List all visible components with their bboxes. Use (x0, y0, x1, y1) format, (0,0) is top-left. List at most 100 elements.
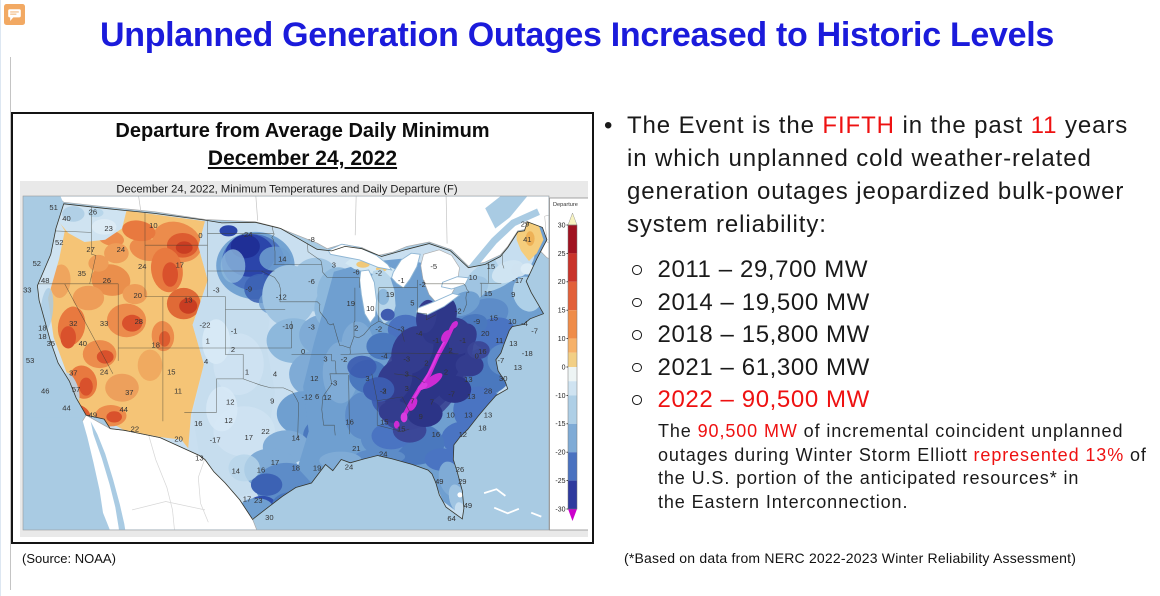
svg-text:18: 18 (292, 464, 300, 473)
svg-text:-3: -3 (213, 285, 220, 294)
svg-text:20: 20 (174, 435, 182, 444)
svg-text:9: 9 (419, 412, 423, 421)
svg-text:7: 7 (410, 396, 414, 405)
svg-text:16: 16 (478, 347, 486, 356)
svg-text:40: 40 (79, 339, 87, 348)
svg-text:3: 3 (405, 384, 409, 393)
svg-text:13: 13 (195, 454, 203, 463)
svg-text:2: 2 (424, 358, 428, 367)
svg-text:-1: -1 (459, 336, 466, 345)
svg-text:-2: -2 (455, 307, 462, 316)
svg-text:15: 15 (167, 367, 175, 376)
svg-text:13: 13 (514, 363, 522, 372)
svg-text:18: 18 (478, 423, 486, 432)
svg-text:3: 3 (332, 261, 336, 270)
svg-text:24: 24 (138, 262, 146, 271)
svg-text:-2: -2 (375, 325, 382, 334)
svg-text:26: 26 (89, 208, 97, 217)
svg-text:-9: -9 (245, 284, 252, 293)
svg-text:24: 24 (117, 245, 125, 254)
svg-text:-3: -3 (331, 379, 338, 388)
svg-text:52: 52 (33, 259, 41, 268)
svg-text:16: 16 (345, 418, 353, 427)
svg-text:10: 10 (508, 317, 516, 326)
svg-text:-2: -2 (341, 355, 348, 364)
svg-text:11: 11 (495, 336, 503, 345)
svg-text:-1: -1 (433, 336, 440, 345)
svg-text:18: 18 (38, 332, 46, 341)
svg-text:13: 13 (484, 410, 492, 419)
svg-text:19: 19 (346, 299, 354, 308)
svg-text:6: 6 (315, 392, 319, 401)
svg-text:40: 40 (62, 214, 70, 223)
svg-text:-5: -5 (430, 262, 437, 271)
svg-text:35: 35 (77, 269, 85, 278)
svg-text:0: 0 (562, 364, 566, 371)
svg-text:-17: -17 (512, 276, 523, 285)
svg-text:2: 2 (354, 324, 358, 333)
svg-text:-12: -12 (302, 393, 313, 402)
svg-text:7: 7 (430, 398, 434, 407)
svg-text:14: 14 (292, 433, 300, 442)
svg-text:-17: -17 (210, 436, 221, 445)
svg-text:2: 2 (444, 367, 448, 376)
svg-text:18: 18 (151, 340, 159, 349)
svg-text:-24: -24 (242, 230, 253, 239)
svg-text:15: 15 (487, 262, 495, 271)
svg-text:20: 20 (133, 291, 141, 300)
svg-text:2: 2 (231, 345, 235, 354)
svg-text:-20: -20 (555, 450, 565, 457)
svg-text:15: 15 (489, 313, 497, 322)
svg-text:26: 26 (456, 465, 464, 474)
svg-text:12: 12 (459, 430, 467, 439)
svg-text:27: 27 (86, 245, 94, 254)
svg-text:-10: -10 (555, 393, 565, 400)
svg-text:-3: -3 (308, 322, 315, 331)
svg-text:15: 15 (558, 308, 566, 315)
svg-text:12: 12 (226, 398, 234, 407)
svg-text:24: 24 (345, 463, 353, 472)
svg-text:13: 13 (467, 392, 475, 401)
svg-text:13: 13 (184, 296, 192, 305)
svg-text:9: 9 (511, 290, 515, 299)
svg-text:-9: -9 (473, 317, 480, 326)
svg-text:17: 17 (271, 458, 279, 467)
svg-text:-10: -10 (282, 322, 293, 331)
svg-text:-2: -2 (419, 280, 426, 289)
svg-text:35: 35 (47, 339, 55, 348)
svg-text:23: 23 (254, 496, 262, 505)
svg-text:-4: -4 (381, 352, 388, 361)
svg-text:17: 17 (244, 433, 252, 442)
svg-text:26: 26 (103, 276, 111, 285)
svg-text:12: 12 (224, 416, 232, 425)
svg-text:3: 3 (382, 386, 386, 395)
svg-text:-12: -12 (276, 293, 287, 302)
svg-text:-1: -1 (398, 276, 405, 285)
svg-text:33: 33 (100, 319, 108, 328)
svg-text:-7: -7 (498, 356, 505, 365)
svg-text:-8: -8 (308, 235, 315, 244)
svg-text:10: 10 (366, 304, 374, 313)
svg-text:0: 0 (475, 352, 479, 361)
svg-text:37: 37 (69, 368, 77, 377)
svg-text:3: 3 (365, 374, 369, 383)
svg-text:19: 19 (313, 464, 321, 473)
svg-text:15: 15 (484, 289, 492, 298)
svg-text:17: 17 (243, 495, 251, 504)
svg-text:10: 10 (149, 221, 157, 230)
svg-text:5: 5 (410, 298, 414, 307)
svg-text:9: 9 (270, 396, 274, 405)
svg-text:44: 44 (119, 405, 127, 414)
svg-text:44: 44 (62, 404, 70, 413)
svg-text:14: 14 (278, 255, 286, 264)
svg-text:10: 10 (558, 336, 566, 343)
svg-text:53: 53 (26, 356, 34, 365)
svg-text:-15: -15 (555, 421, 565, 428)
svg-text:57: 57 (72, 385, 80, 394)
svg-text:-3: -3 (398, 325, 405, 334)
svg-text:-30: -30 (555, 506, 565, 513)
svg-text:-2: -2 (380, 386, 387, 395)
svg-text:-7: -7 (448, 390, 455, 399)
svg-text:-6: -6 (308, 277, 315, 286)
svg-text:-4: -4 (521, 319, 528, 328)
